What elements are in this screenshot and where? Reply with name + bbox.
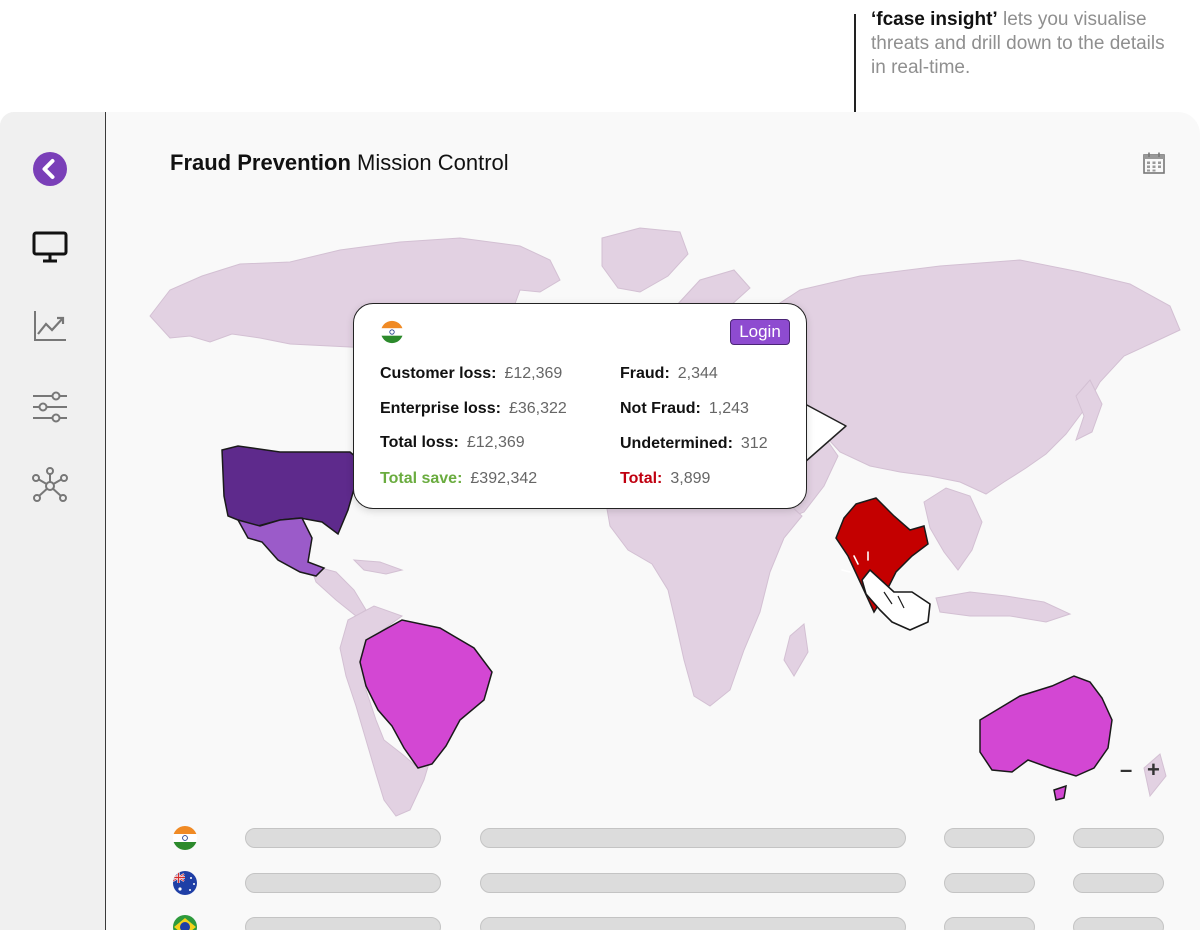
not-fraud-stat: Not Fraud: 1,243 (620, 400, 749, 418)
placeholder-bar (480, 917, 906, 930)
fraud-label: Fraud: (620, 365, 670, 382)
map-region-usa[interactable] (221, 445, 363, 536)
total-label: Total: (620, 470, 663, 487)
placeholder-bar (944, 917, 1035, 930)
back-button[interactable] (30, 149, 70, 189)
india-flag-icon (173, 826, 197, 850)
total-loss-label: Total loss: (380, 434, 459, 451)
map-region-mexico[interactable] (236, 517, 326, 577)
customer-loss-value: £12,369 (504, 365, 563, 382)
page-title-rest: Mission Control (350, 150, 509, 175)
undetermined-stat: Undetermined: 312 (620, 435, 768, 453)
calendar-icon (1143, 152, 1165, 174)
undetermined-label: Undetermined: (620, 435, 733, 452)
table-row[interactable] (0, 868, 1200, 898)
fraud-value: 2,344 (677, 365, 718, 382)
map-region-australia[interactable] (979, 675, 1113, 777)
total-save-value: £392,342 (470, 470, 538, 487)
enterprise-loss-value: £36,322 (508, 400, 567, 417)
zoom-in-button[interactable]: + (1147, 757, 1160, 782)
calendar-button[interactable] (1142, 151, 1166, 175)
zoom-out-button[interactable]: – (1120, 757, 1133, 782)
total-value: 3,899 (670, 470, 711, 487)
placeholder-bar (1073, 917, 1164, 930)
placeholder-bar (1073, 873, 1164, 893)
sidebar-item-monitor[interactable] (30, 227, 70, 267)
feature-callout: ‘fcase insight’ lets you visualise threa… (871, 8, 1171, 80)
page-title-bold: Fraud Prevention (170, 150, 351, 175)
not-fraud-value: 1,243 (708, 400, 749, 417)
map-region-greenland[interactable] (601, 227, 689, 293)
table-row[interactable] (0, 823, 1200, 853)
sidebar (0, 112, 106, 930)
total-stat: Total: 3,899 (620, 470, 710, 488)
customer-loss-stat: Customer loss: £12,369 (380, 365, 562, 383)
country-details-popup: Login Customer loss: £12,369 Enterprise l… (353, 303, 807, 509)
placeholder-bar (245, 873, 441, 893)
sidebar-item-network[interactable] (30, 466, 70, 506)
placeholder-bar (944, 873, 1035, 893)
page-title: Fraud Prevention Mission Control (170, 150, 509, 176)
network-icon (32, 467, 68, 502)
total-save-label: Total save: (380, 470, 463, 487)
undetermined-value: 312 (740, 435, 768, 452)
not-fraud-label: Not Fraud: (620, 400, 701, 417)
map-region-brazil[interactable] (359, 619, 493, 769)
customer-loss-label: Customer loss: (380, 365, 497, 382)
map-region-india[interactable] (835, 497, 929, 614)
total-loss-stat: Total loss: £12,369 (380, 434, 525, 452)
table-row[interactable] (0, 912, 1200, 930)
placeholder-bar (245, 828, 441, 848)
enterprise-loss-stat: Enterprise loss: £36,322 (380, 400, 567, 418)
login-button[interactable]: Login (730, 319, 790, 345)
monitor-icon (32, 231, 68, 263)
map-region-tasmania[interactable] (1053, 784, 1067, 801)
sidebar-item-settings[interactable] (30, 387, 70, 427)
sidebar-item-analytics[interactable] (30, 306, 70, 346)
sliders-icon (33, 391, 67, 423)
enterprise-loss-label: Enterprise loss: (380, 400, 501, 417)
placeholder-bar (480, 873, 906, 893)
map-region-southeast-asia[interactable] (923, 487, 983, 571)
total-loss-value: £12,369 (466, 434, 525, 451)
line-chart-icon (34, 311, 66, 341)
brazil-flag-icon (173, 915, 197, 930)
app-window: Fraud Prevention Mission Control (0, 112, 1200, 930)
callout-text: lets you visualise threats and drill dow… (871, 9, 1165, 78)
placeholder-bar (480, 828, 906, 848)
placeholder-bar (1073, 828, 1164, 848)
back-arrow-icon (33, 152, 67, 186)
callout-highlight: ‘fcase insight’ (871, 9, 998, 30)
pointing-hand-icon (841, 551, 931, 631)
placeholder-bar (944, 828, 1035, 848)
australia-flag-icon (173, 871, 197, 895)
placeholder-bar (245, 917, 441, 930)
india-flag-icon (380, 320, 404, 344)
fraud-stat: Fraud: 2,344 (620, 365, 718, 383)
total-save-stat: Total save: £392,342 (380, 470, 537, 488)
popup-pointer (804, 403, 847, 463)
